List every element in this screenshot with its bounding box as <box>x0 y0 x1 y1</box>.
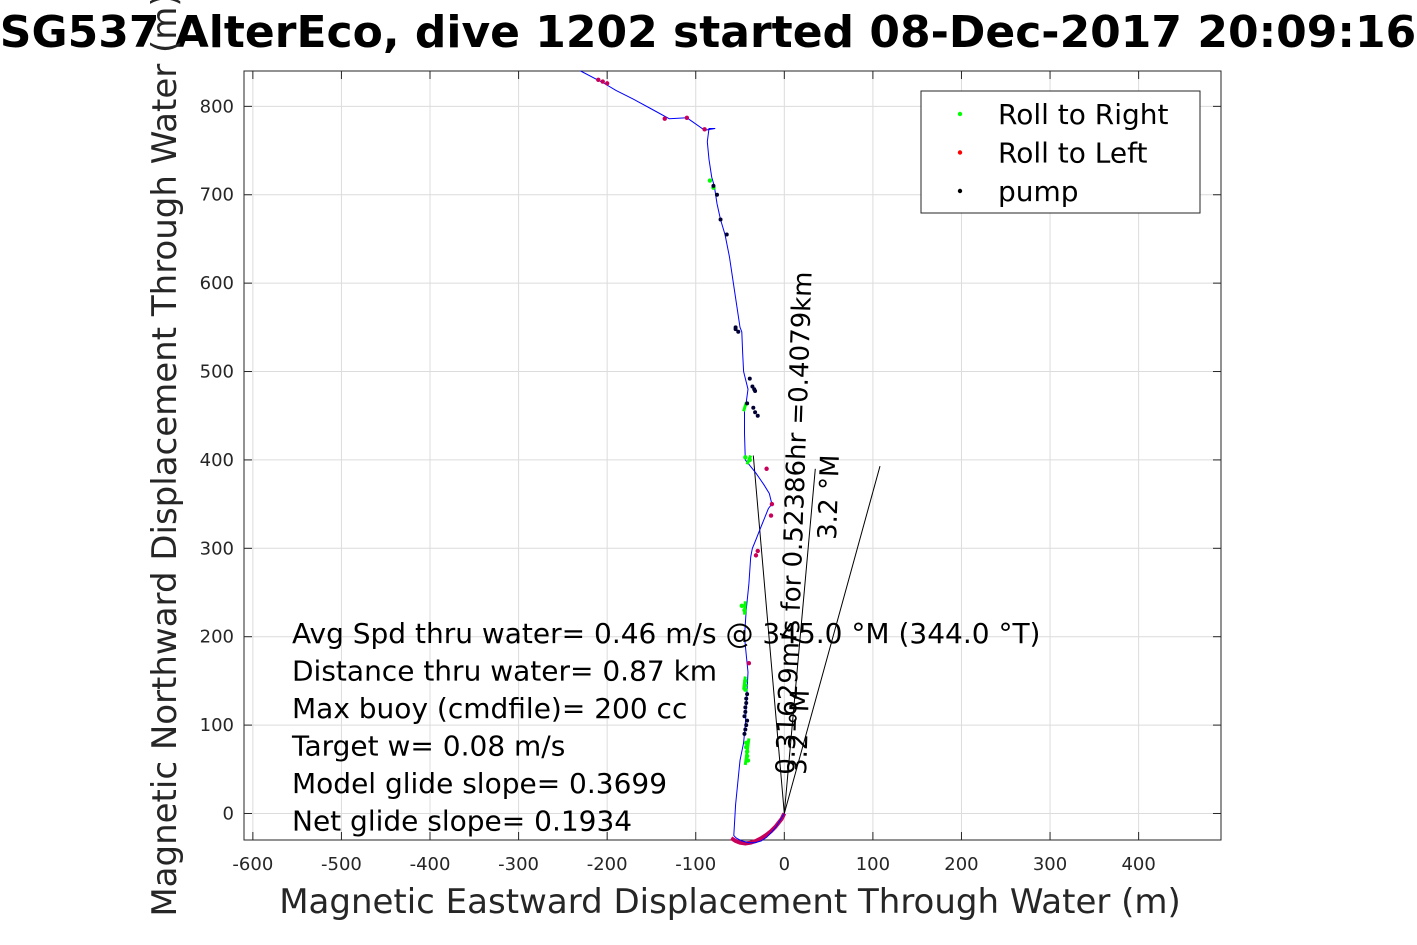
roll-right-point <box>744 753 750 759</box>
roll-right-point <box>743 683 748 688</box>
roll-right-point <box>707 178 713 183</box>
y-tick-label: 600 <box>200 273 234 294</box>
legend-box <box>920 90 1201 214</box>
y-tick-label: 400 <box>200 450 234 471</box>
legend-marker <box>957 188 963 194</box>
roll-left-point <box>753 553 759 558</box>
pump-point <box>745 692 750 697</box>
roll-right-segment <box>742 676 747 690</box>
x-tick-label: 200 <box>944 854 978 875</box>
y-axis-ticks: 0 100 200 300 400 500 600 700 800 <box>200 96 1221 824</box>
annotation-line: Target w= 0.08 m/s <box>291 730 565 763</box>
heading-label-upper: 3.2 °M <box>813 454 846 540</box>
reference-line <box>752 455 785 814</box>
roll-right-point <box>743 678 748 684</box>
y-tick-label: 700 <box>200 185 234 206</box>
x-tick-label: -600 <box>232 854 273 875</box>
reference-line <box>783 468 816 814</box>
annotation-line: Distance thru water= 0.87 km <box>292 655 717 688</box>
roll-right-point <box>742 607 747 613</box>
x-axis-ticks: -600 -500 -400 -300 -200 -100 0 100 200 300 400 <box>232 71 1156 875</box>
legend-label: pump <box>998 175 1079 208</box>
pump-point <box>743 709 748 714</box>
roll-right-point <box>744 740 749 745</box>
y-tick-label: 800 <box>200 96 234 117</box>
y-tick-label: 200 <box>200 627 234 648</box>
surface-arc-roll-left <box>730 812 787 846</box>
pump-point <box>753 388 758 393</box>
chart-title: SG537 AlterEco, dive 1202 started 08-Dec… <box>0 7 1416 58</box>
x-axis-label: Magnetic Eastward Displacement Through W… <box>279 882 1181 922</box>
roll-left-point <box>702 127 707 132</box>
x-tick-label: 0 <box>779 854 790 875</box>
annotation-line: Net glide slope= 0.1934 <box>292 805 632 838</box>
pump-point <box>745 718 750 723</box>
y-tick-label: 300 <box>200 538 234 559</box>
x-tick-label: 400 <box>1121 854 1155 875</box>
pump-point <box>743 727 748 732</box>
pump-point <box>755 413 760 418</box>
legend: Roll to Right Roll to Left pump <box>920 90 1201 214</box>
pump-point <box>742 714 747 719</box>
roll-left-point <box>662 116 667 121</box>
roll-left-point <box>755 548 760 554</box>
pump-point <box>736 329 741 334</box>
pump-point <box>744 723 749 728</box>
x-tick-label: -400 <box>410 854 451 875</box>
pump-point <box>724 232 729 237</box>
x-tick-label: -500 <box>321 854 362 875</box>
x-tick-label: -200 <box>587 854 628 875</box>
roll-right-point <box>745 758 751 763</box>
annotation-line: Max buoy (cmdfile)= 200 cc <box>292 692 687 725</box>
roll-right-point <box>747 457 752 463</box>
pump-point <box>718 217 723 222</box>
roll-left-point <box>768 513 774 518</box>
annotation-line: Avg Spd thru water= 0.46 m/s @ 345.0 °M … <box>292 617 1040 650</box>
x-tick-label: 100 <box>856 854 890 875</box>
pump-point <box>753 410 758 415</box>
roll-left-point <box>746 661 752 666</box>
pump-point <box>744 700 749 705</box>
heading-label-lower: 3.2 °M <box>783 689 816 775</box>
annotation-block: Avg Spd thru water= 0.46 m/s @ 345.0 °M … <box>291 617 1040 838</box>
reference-line <box>783 465 881 814</box>
y-tick-label: 0 <box>223 803 234 824</box>
pump-point <box>743 705 748 710</box>
y-tick-label: 500 <box>200 362 234 383</box>
pump-point <box>747 376 752 381</box>
glider-track-line <box>580 70 785 844</box>
roll-right-point <box>743 455 748 460</box>
legend-label: Roll to Left <box>998 137 1147 170</box>
pump-point <box>742 731 747 736</box>
y-tick-label: 100 <box>200 715 234 736</box>
pump-point <box>711 183 716 188</box>
x-tick-label: 300 <box>1033 854 1067 875</box>
pump-point <box>714 192 719 197</box>
x-tick-label: -300 <box>498 854 539 875</box>
pump-point <box>733 327 738 332</box>
roll-left-point <box>600 79 605 84</box>
roll-left-point <box>596 77 601 83</box>
legend-label: Roll to Right <box>998 98 1169 131</box>
roll-left-point <box>604 81 610 86</box>
y-axis-label: Magnetic Northward Displacement Through … <box>145 0 185 917</box>
pump-point <box>744 696 749 701</box>
roll-right-point <box>739 603 745 608</box>
x-tick-label: -100 <box>675 854 716 875</box>
roll-left-point <box>684 115 690 121</box>
legend-marker <box>957 111 963 117</box>
roll-right-point <box>744 744 749 750</box>
roll-right-point <box>744 749 750 754</box>
roll-right-point <box>743 687 748 692</box>
legend-marker <box>957 150 963 155</box>
roll-left-point <box>764 466 769 471</box>
pump-point <box>745 401 750 406</box>
roll-right-segment <box>743 601 747 615</box>
annotation-line: Model glide slope= 0.3699 <box>292 767 667 800</box>
pump-point <box>751 405 756 410</box>
roll-left-point <box>769 501 775 507</box>
